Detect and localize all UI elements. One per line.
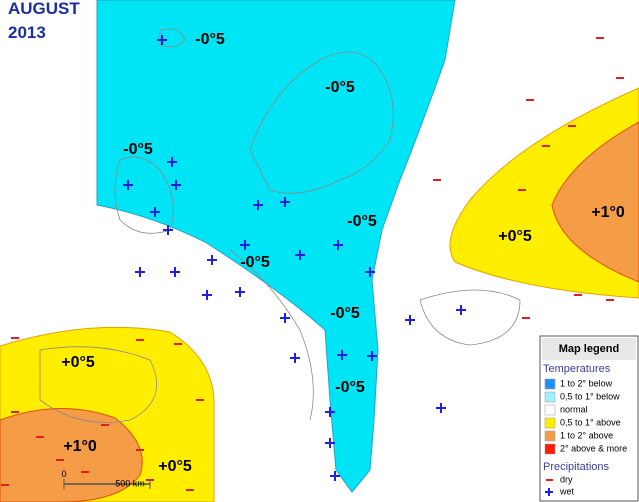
scale-end: 500 km xyxy=(115,478,145,488)
legend-heading: Temperatures xyxy=(543,363,611,375)
anomaly-label: +0°5 xyxy=(158,458,192,475)
legend-swatch xyxy=(544,443,556,455)
anomaly-label: -0°5 xyxy=(347,213,377,230)
legend-swatch xyxy=(544,404,556,416)
legend-item: 1 to 2° above xyxy=(560,430,613,440)
legend-swatch xyxy=(544,391,556,403)
anomaly-label: -0°5 xyxy=(240,254,270,271)
legend-swatch xyxy=(544,430,556,442)
legend-header xyxy=(542,338,636,360)
legend-item: 0,5 to 1° below xyxy=(560,391,620,401)
legend-swatch xyxy=(544,417,556,429)
anomaly-label: -0°5 xyxy=(195,31,225,48)
title-month: AUGUST xyxy=(8,0,80,18)
legend-item: dry xyxy=(560,474,573,484)
legend: Map legend Temperatures 1 to 2° below 0,5… xyxy=(539,335,639,502)
anomaly-label: -0°5 xyxy=(123,141,153,158)
legend-item: wet xyxy=(559,486,575,496)
legend-item: 0,5 to 1° above xyxy=(560,417,621,427)
title-year: 2013 xyxy=(8,23,46,42)
legend-item: normal xyxy=(560,404,588,414)
scale-bar: 0 500 km xyxy=(61,469,151,489)
anomaly-label: +0°5 xyxy=(498,228,532,245)
legend-item: 1 to 2° below xyxy=(560,378,613,388)
scale-start: 0 xyxy=(61,469,66,479)
anomaly-label: -0°5 xyxy=(325,79,355,96)
below-normal-area xyxy=(96,0,456,493)
anomaly-label: +1°0 xyxy=(591,204,625,221)
warm-area xyxy=(0,407,143,502)
anomaly-label: -0°5 xyxy=(335,379,365,396)
legend-swatch xyxy=(544,378,556,390)
legend-heading: Precipitations xyxy=(543,461,610,473)
legend-title: Map legend xyxy=(559,343,620,355)
warm-area xyxy=(551,121,639,283)
coastlines xyxy=(39,28,521,423)
anomaly-label: +0°5 xyxy=(61,354,95,371)
anomaly-label: +1°0 xyxy=(63,438,97,455)
legend-box xyxy=(539,335,639,502)
anomaly-label: -0°5 xyxy=(330,305,360,322)
legend-item: 2° above & more xyxy=(560,443,627,453)
